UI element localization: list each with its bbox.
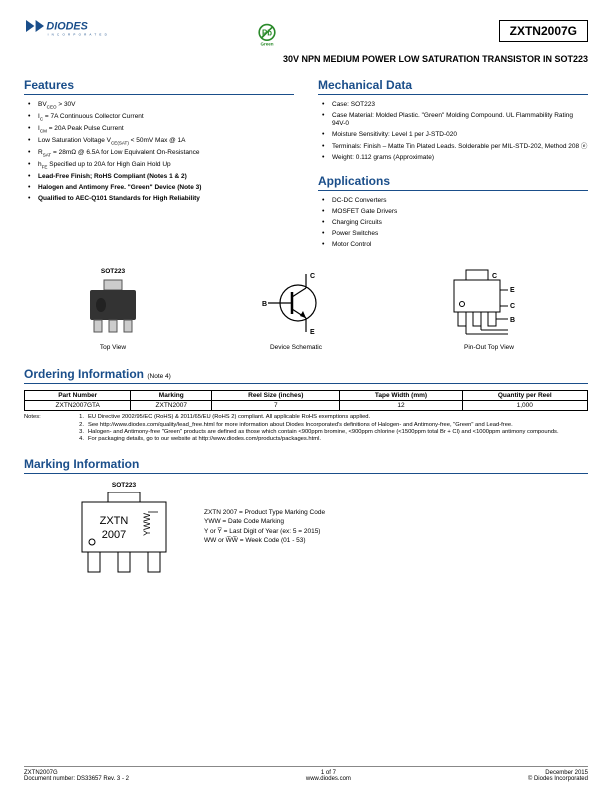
ordering-note-ref: (Note 4): [147, 373, 170, 380]
left-col: Features BVCEO > 30V IC = 7A Continuous C…: [24, 78, 294, 252]
marking-description: ZXTN 2007 = Product Type Marking CodeYWW…: [204, 508, 325, 544]
footer: ZXTN2007G Document number: DS33657 Rev. …: [24, 766, 588, 782]
list-item: Weight: 0.112 grams (Approximate): [322, 154, 588, 162]
sot223-label: SOT223: [78, 268, 148, 275]
note-line: 4.For packaging details, go to our websi…: [24, 436, 588, 443]
applications-list: DC-DC Converters MOSFET Gate Drivers Charg…: [318, 197, 588, 250]
list-item: MOSFET Gate Drivers: [322, 208, 588, 216]
footer-url: www.diodes.com: [306, 776, 351, 782]
marking-heading: Marking Information: [24, 457, 588, 474]
marking-pkg-label: SOT223: [64, 482, 184, 489]
list-item: IC = 7A Continuous Collector Current: [28, 113, 294, 122]
svg-text:Green: Green: [260, 41, 273, 46]
list-item: Lead-Free Finish; RoHS Compliant (Notes …: [28, 173, 294, 181]
marking-desc-line: WW or W̅W̅ = Week Code (01 - 53): [204, 536, 325, 545]
list-item: Motor Control: [322, 241, 588, 249]
list-item: Case: SOT223: [322, 101, 588, 109]
pb-green-badge: Pb Green: [254, 22, 280, 48]
table-cell: ZXTN2007: [131, 401, 212, 411]
table-header: Marking: [131, 391, 212, 401]
pinout-icon: C E C B: [444, 268, 534, 338]
list-item: Moisture Sensitivity: Level 1 per J-STD-…: [322, 131, 588, 139]
list-item: hFE Specified up to 20A for High Gain Ho…: [28, 161, 294, 170]
diodes-logo: DIODES I N C O R P O R A T E D: [24, 20, 124, 44]
table-cell: ZXTN2007GTA: [25, 401, 131, 411]
table-header: Reel Size (inches): [212, 391, 340, 401]
ordering-table: Part NumberMarkingReel Size (inches)Tape…: [24, 390, 588, 411]
table-header: Tape Width (mm): [340, 391, 462, 401]
table-cell: 7: [212, 401, 340, 411]
list-item: Case Material: Molded Plastic. "Green" M…: [322, 112, 588, 128]
ordering-notes: Notes:1.EU Directive 2002/95/EC (RoHS) &…: [24, 414, 588, 443]
ordering-heading: Ordering Information (Note 4): [24, 367, 588, 384]
note-line: Notes:1.EU Directive 2002/95/EC (RoHS) &…: [24, 414, 588, 421]
svg-text:I N C O R P O R A T E D: I N C O R P O R A T E D: [48, 33, 108, 37]
mechanical-heading: Mechanical Data: [318, 78, 588, 95]
top-view-label: Top View: [78, 344, 148, 351]
table-header: Quantity per Reel: [462, 391, 587, 401]
list-item: BVCEO > 30V: [28, 101, 294, 110]
list-item: RSAT = 28mΩ @ 6.5A for Low Equivalent On…: [28, 149, 294, 158]
marking-desc-line: Y or Y̅ = Last Digit of Year (ex: 5 = 20…: [204, 527, 325, 536]
list-item: Power Switches: [322, 230, 588, 238]
right-col: Mechanical Data Case: SOT223 Case Materia…: [318, 78, 588, 252]
footer-left: ZXTN2007G Document number: DS33657 Rev. …: [24, 770, 129, 782]
footer-center: 1 of 7 www.diodes.com: [306, 770, 351, 782]
table-cell: 1,000: [462, 401, 587, 411]
svg-text:B: B: [262, 301, 267, 308]
svg-text:C: C: [310, 273, 315, 280]
pinout-label: Pin-Out Top View: [444, 344, 534, 351]
list-item: Qualified to AEC-Q101 Standards for High…: [28, 195, 294, 203]
svg-text:YWW: YWW: [142, 513, 152, 536]
list-item: Halogen and Antimony Free. "Green" Devic…: [28, 184, 294, 192]
schematic-diagram: B C E Device Schematic: [256, 268, 336, 351]
marking-diagram: SOT223 ZXTN 2007 YWW: [64, 482, 184, 580]
header: DIODES I N C O R P O R A T E D Pb Green …: [24, 20, 588, 48]
footer-right: December 2015 © Diodes Incorporated: [528, 770, 588, 782]
svg-text:E: E: [510, 287, 515, 294]
list-item: Low Saturation Voltage VCE(SAT) < 50mV M…: [28, 137, 294, 146]
table-header: Part Number: [25, 391, 131, 401]
svg-text:ZXTN: ZXTN: [100, 515, 129, 527]
footer-copyright: © Diodes Incorporated: [528, 776, 588, 782]
marking-desc-line: ZXTN 2007 = Product Type Marking Code: [204, 508, 325, 517]
sot223-icon: [78, 278, 148, 338]
note-line: 2.See http://www.diodes.com/quality/lead…: [24, 422, 588, 429]
marking-row: SOT223 ZXTN 2007 YWW ZXTN 2007 = Product…: [24, 482, 588, 580]
list-item: Terminals: Finish – Matte Tin Plated Lea…: [322, 143, 588, 151]
mechanical-list: Case: SOT223 Case Material: Molded Plasti…: [318, 101, 588, 162]
svg-text:C: C: [492, 273, 497, 280]
top-view-diagram: SOT223 Top View: [78, 268, 148, 351]
note-line: 3.Halogen- and Antimony-free "Green" pro…: [24, 429, 588, 436]
footer-doc: Document number: DS33657 Rev. 3 - 2: [24, 776, 129, 782]
schematic-icon: B C E: [256, 268, 336, 338]
features-list: BVCEO > 30V IC = 7A Continuous Collector …: [24, 101, 294, 203]
subtitle: 30V NPN MEDIUM POWER LOW SATURATION TRAN…: [24, 54, 588, 64]
marking-desc-line: YWW = Date Code Marking: [204, 517, 325, 526]
part-number-box: ZXTN2007G: [499, 20, 588, 42]
table-cell: 12: [340, 401, 462, 411]
list-item: ICM = 20A Peak Pulse Current: [28, 125, 294, 134]
svg-text:C: C: [510, 303, 515, 310]
svg-text:E: E: [310, 329, 315, 336]
list-item: Charging Circuits: [322, 219, 588, 227]
main-columns: Features BVCEO > 30V IC = 7A Continuous C…: [24, 78, 588, 252]
svg-text:B: B: [510, 317, 515, 324]
svg-text:DIODES: DIODES: [46, 21, 88, 33]
features-heading: Features: [24, 78, 294, 95]
pinout-diagram: C E C B Pin-Out Top View: [444, 268, 534, 351]
diagrams-row: SOT223 Top View B C E Device Schematic: [24, 268, 588, 351]
schematic-label: Device Schematic: [256, 344, 336, 351]
list-item: DC-DC Converters: [322, 197, 588, 205]
marking-icon: ZXTN 2007 YWW: [64, 492, 184, 578]
ordering-title-text: Ordering Information: [24, 367, 144, 381]
svg-text:2007: 2007: [102, 529, 126, 541]
applications-heading: Applications: [318, 174, 588, 191]
